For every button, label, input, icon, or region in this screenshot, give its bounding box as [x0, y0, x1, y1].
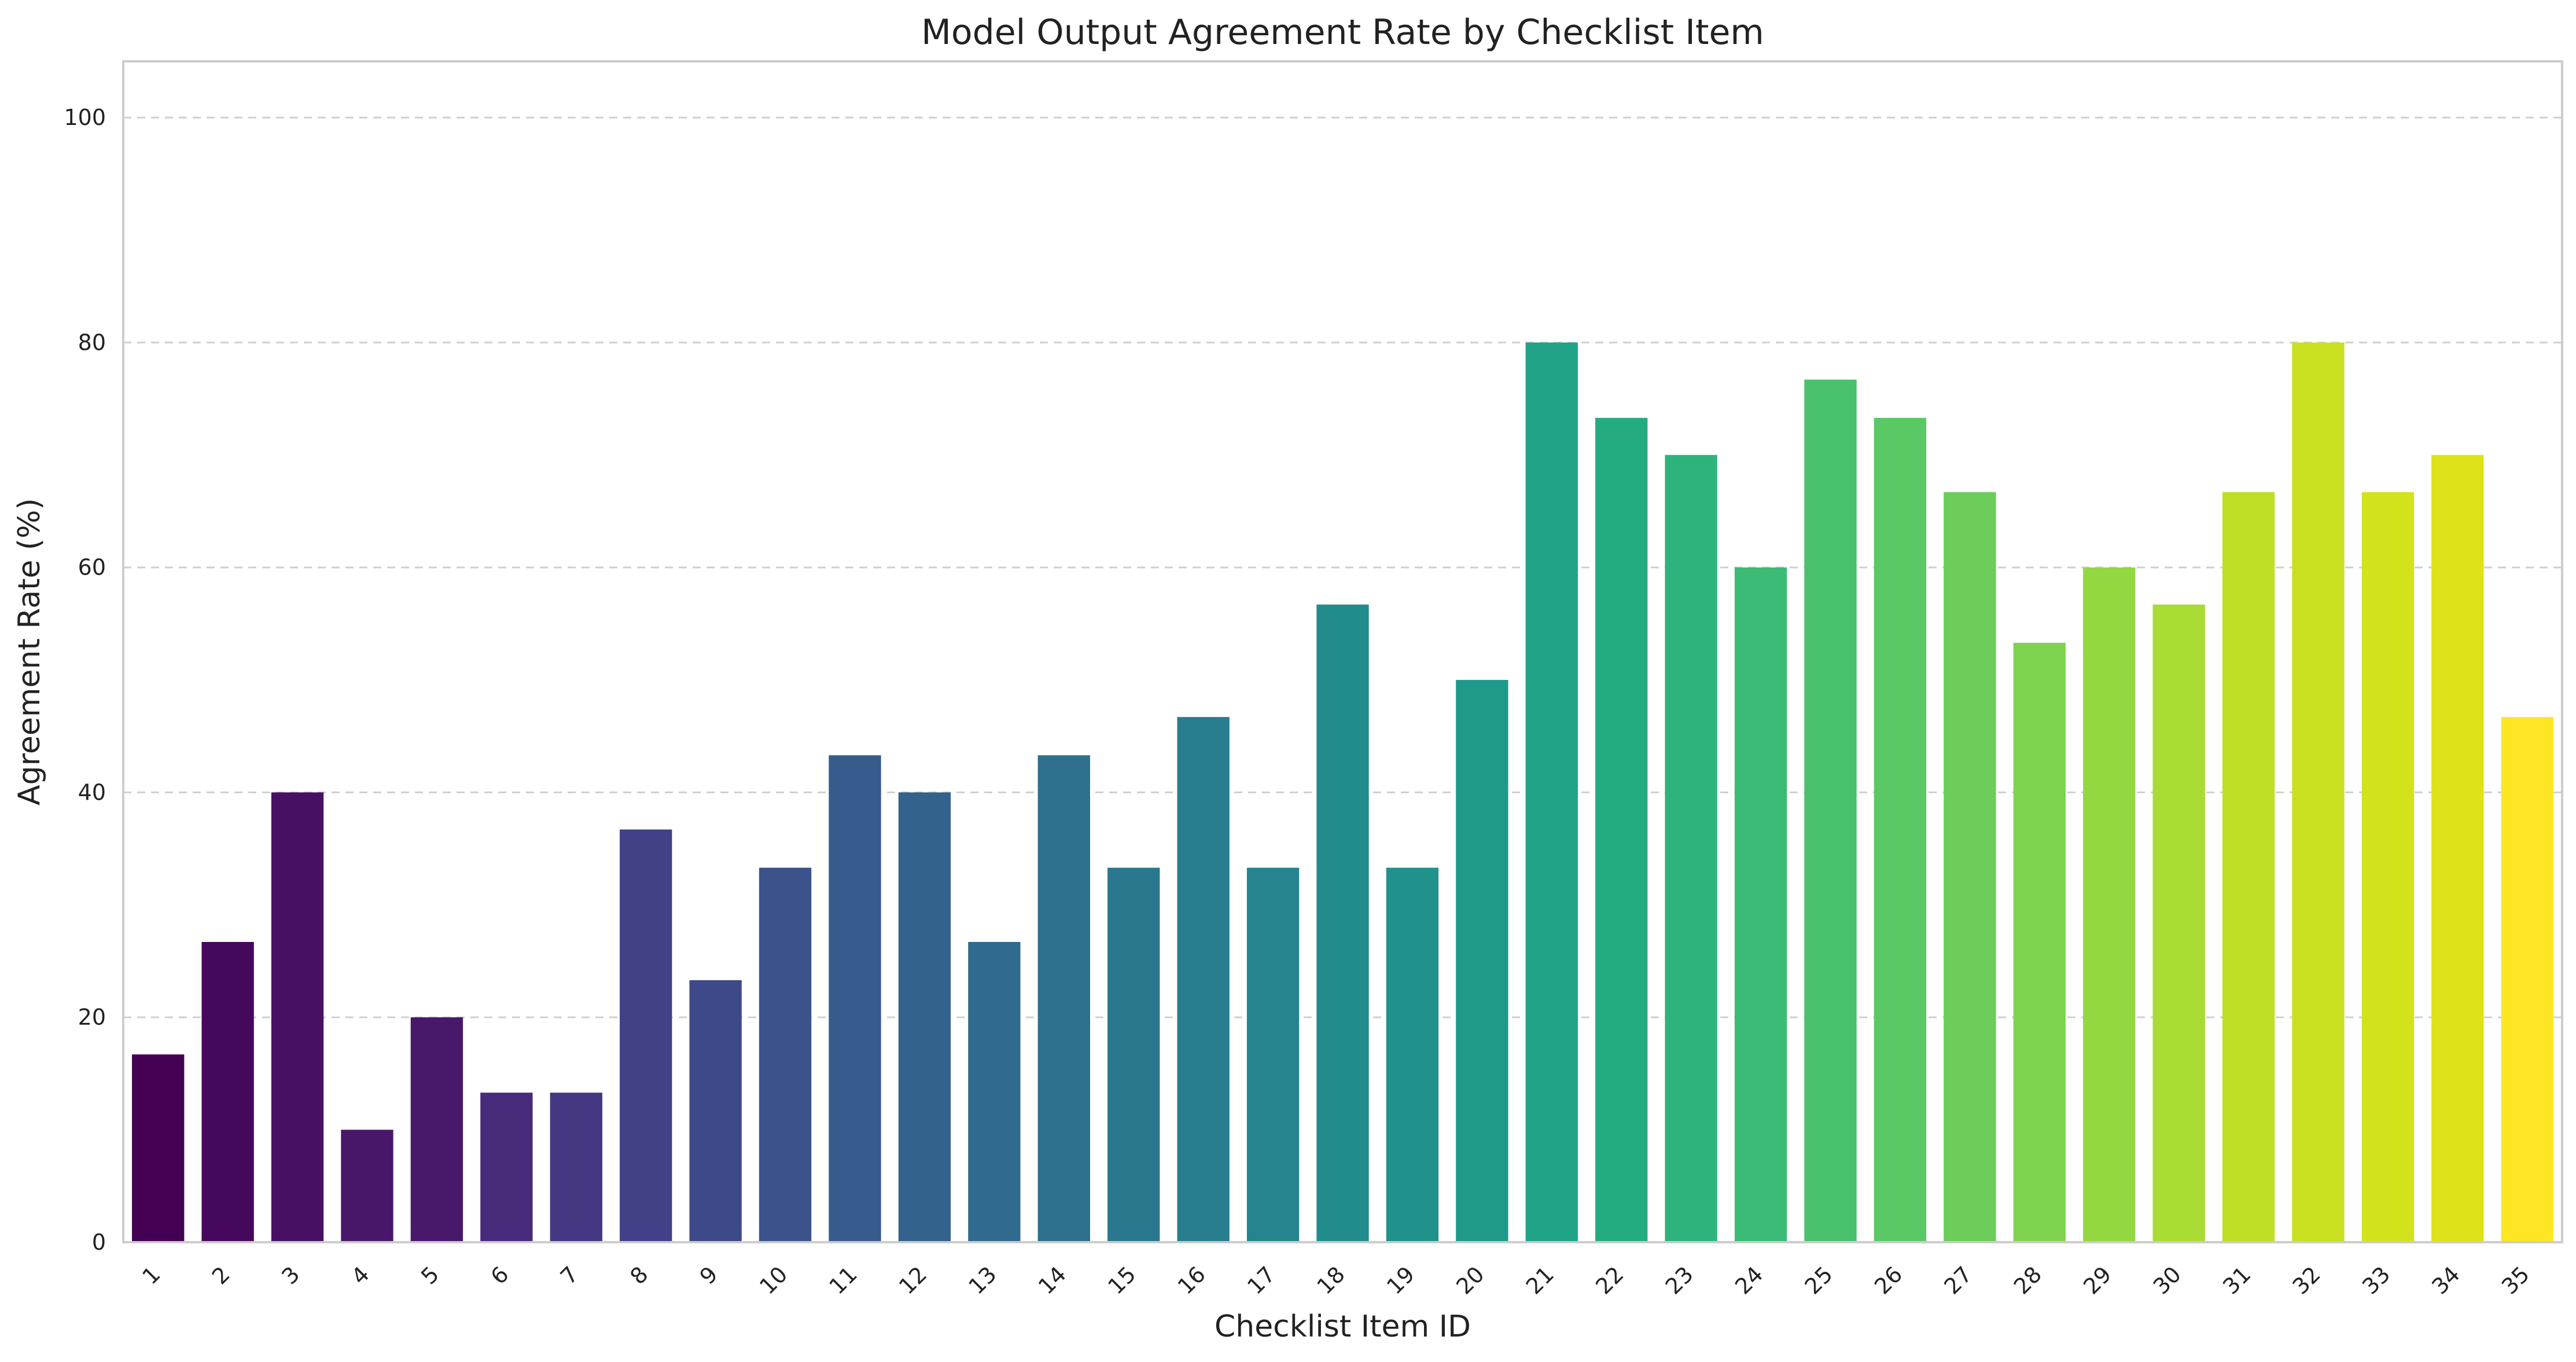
y-tick-label: 60 — [78, 555, 106, 580]
x-tick-label: 17 — [1242, 1261, 1280, 1299]
x-tick-label: 31 — [2218, 1261, 2255, 1299]
x-tick-label: 23 — [1661, 1261, 1698, 1299]
bar-item-7 — [550, 1092, 602, 1242]
x-tick-label: 14 — [1033, 1261, 1071, 1299]
bar-item-26 — [1874, 418, 1927, 1242]
bar-item-9 — [689, 980, 742, 1242]
bars — [132, 342, 2553, 1243]
bar-item-24 — [1734, 567, 1787, 1242]
y-tick-labels: 0 20 40 60 80 100 — [64, 105, 106, 1255]
bar-item-35 — [2501, 717, 2553, 1242]
bar-item-16 — [1177, 717, 1230, 1242]
y-tick-label: 20 — [78, 1004, 106, 1030]
bar-item-15 — [1107, 867, 1160, 1242]
bar-item-30 — [2152, 604, 2205, 1242]
x-tick-label: 34 — [2427, 1261, 2464, 1299]
bar-item-34 — [2431, 455, 2484, 1243]
bar-item-4 — [341, 1129, 393, 1242]
x-tick-label: 22 — [1591, 1261, 1628, 1299]
y-tick-label: 100 — [64, 105, 106, 130]
bar-item-21 — [1525, 342, 1578, 1242]
bar-item-13 — [968, 942, 1021, 1242]
bar-item-22 — [1595, 418, 1648, 1242]
bar-item-29 — [2083, 567, 2136, 1242]
chart-title: Model Output Agreement Rate by Checklist… — [921, 12, 1764, 53]
bar-item-17 — [1246, 867, 1300, 1242]
bar-item-33 — [2361, 492, 2415, 1243]
x-axis-title: Checklist Item ID — [1215, 1309, 1471, 1344]
x-tick-label: 30 — [2148, 1261, 2186, 1299]
bar-item-18 — [1316, 604, 1369, 1242]
bar-item-19 — [1386, 867, 1439, 1242]
bar-item-10 — [759, 867, 812, 1242]
x-tick-label: 29 — [2078, 1261, 2116, 1299]
bar-item-8 — [620, 829, 672, 1242]
x-tick-label: 21 — [1521, 1261, 1559, 1299]
x-tick-label: 26 — [1870, 1261, 1907, 1299]
x-tick-label: 2 — [207, 1261, 235, 1289]
x-tick-label: 13 — [963, 1261, 1001, 1299]
x-tick-label: 9 — [695, 1261, 723, 1289]
bar-item-31 — [2222, 492, 2275, 1243]
bar-item-6 — [480, 1092, 533, 1242]
bar-item-14 — [1037, 755, 1090, 1242]
bar-item-1 — [132, 1054, 185, 1242]
y-tick-label: 40 — [78, 779, 106, 805]
bar-item-27 — [1944, 492, 1996, 1243]
bar-item-12 — [898, 792, 951, 1242]
bar-item-25 — [1804, 380, 1857, 1242]
x-tick-label: 28 — [2009, 1261, 2047, 1299]
bar-item-23 — [1665, 455, 1717, 1243]
x-tick-label: 11 — [825, 1261, 862, 1299]
x-tick-label: 6 — [486, 1261, 514, 1289]
x-tick-labels: 1 2 3 4 5 6 7 8 9 10 11 12 13 14 15 16 17 18 19 20 21 22 23 24 2… — [137, 1261, 2534, 1299]
x-tick-label: 35 — [2497, 1261, 2534, 1299]
x-tick-label: 4 — [347, 1261, 374, 1289]
x-tick-label: 27 — [1939, 1261, 1977, 1299]
x-tick-label: 15 — [1103, 1261, 1140, 1299]
x-tick-label: 24 — [1730, 1261, 1768, 1299]
x-tick-label: 25 — [1800, 1261, 1838, 1299]
bar-item-3 — [271, 792, 324, 1242]
x-tick-label: 19 — [1382, 1261, 1419, 1299]
x-tick-label: 8 — [625, 1261, 653, 1289]
x-tick-label: 1 — [137, 1261, 165, 1289]
plot-frame — [122, 60, 2563, 1243]
bar-item-28 — [2013, 642, 2066, 1242]
x-tick-label: 3 — [277, 1261, 304, 1289]
x-tick-label: 10 — [755, 1261, 792, 1299]
x-tick-label: 12 — [894, 1261, 932, 1299]
bar-item-32 — [2292, 342, 2345, 1242]
bar-item-20 — [1456, 680, 1508, 1242]
bar-item-5 — [410, 1017, 463, 1242]
y-tick-label: 0 — [92, 1230, 106, 1255]
y-tick-label: 80 — [78, 330, 106, 355]
bar-item-11 — [829, 755, 881, 1242]
y-axis-title: Agreement Rate (%) — [12, 498, 47, 805]
x-tick-label: 33 — [2357, 1261, 2395, 1299]
x-tick-label: 20 — [1451, 1261, 1489, 1299]
x-tick-label: 16 — [1173, 1261, 1210, 1299]
x-tick-label: 5 — [416, 1261, 444, 1289]
x-tick-label: 18 — [1312, 1261, 1350, 1299]
bar-item-2 — [201, 942, 254, 1242]
x-tick-label: 7 — [555, 1261, 583, 1289]
x-tick-label: 32 — [2288, 1261, 2325, 1299]
